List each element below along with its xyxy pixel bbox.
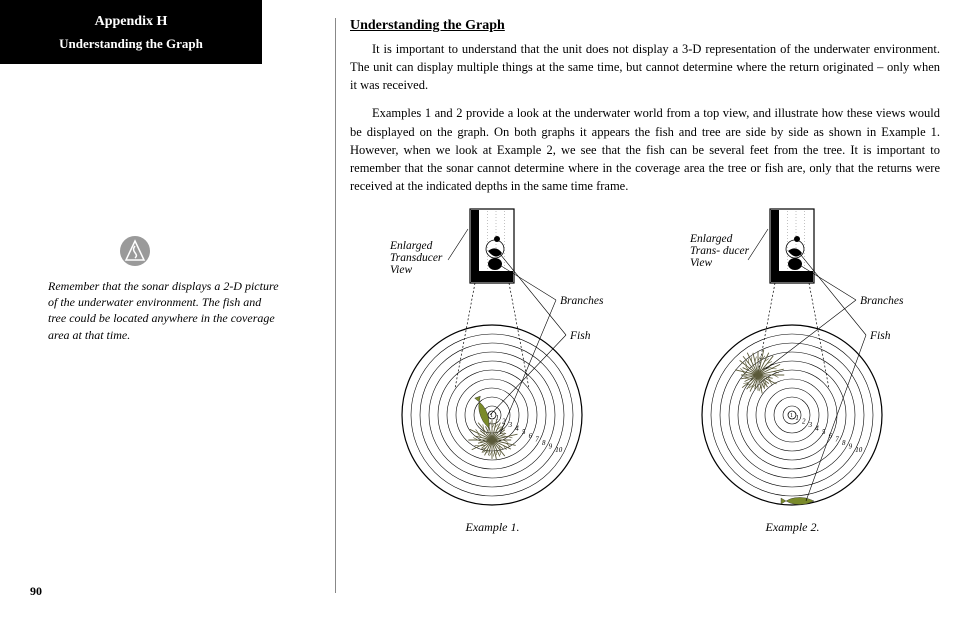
svg-text:8: 8 (542, 439, 546, 447)
appendix-header-box: Appendix H Understanding the Graph (0, 0, 262, 64)
svg-text:3: 3 (808, 421, 813, 429)
appendix-subtitle: Understanding the Graph (12, 36, 250, 52)
paragraph-1: It is important to understand that the u… (350, 40, 940, 94)
warning-icon (120, 236, 150, 266)
svg-text:1: 1 (790, 413, 793, 419)
enlarged-view-label-2: Enlarged Trans- ducer View (690, 233, 750, 269)
left-column: Appendix H Understanding the Graph Remem… (0, 0, 320, 621)
column-divider (335, 18, 336, 593)
appendix-label: Appendix H (12, 14, 250, 30)
page-number: 90 (30, 584, 42, 599)
svg-text:4: 4 (815, 425, 819, 433)
sidenote-text: Remember that the sonar displays a 2-D p… (48, 278, 280, 343)
paragraph-2: Examples 1 and 2 provide a look at the u… (350, 104, 940, 195)
section-title: Understanding the Graph (350, 18, 940, 34)
svg-text:3: 3 (508, 421, 513, 429)
svg-text:4: 4 (515, 425, 519, 433)
figures-row: 123456789101 Enlarged Transducer View Br… (350, 205, 940, 535)
right-column: Understanding the Graph It is important … (350, 18, 940, 535)
svg-text:5: 5 (822, 428, 826, 436)
example-1-caption: Example 1. (350, 520, 635, 535)
svg-text:2: 2 (802, 417, 806, 425)
figure-example-2: 123456789101 Enlarged Trans- ducer View … (650, 205, 935, 535)
svg-text:10: 10 (855, 446, 863, 454)
example-2-caption: Example 2. (650, 520, 935, 535)
page: Appendix H Understanding the Graph Remem… (0, 0, 954, 621)
svg-text:1: 1 (490, 413, 493, 419)
svg-text:8: 8 (842, 439, 846, 447)
enlarged-view-label-1: Enlarged Transducer View (390, 240, 460, 276)
figure-example-1: 123456789101 Enlarged Transducer View Br… (350, 205, 635, 535)
svg-text:9: 9 (549, 443, 553, 451)
svg-text:7: 7 (835, 435, 839, 443)
fish-label-2: Fish (870, 330, 890, 342)
svg-text:7: 7 (535, 435, 539, 443)
svg-text:6: 6 (529, 432, 533, 440)
svg-text:10: 10 (555, 446, 563, 454)
branches-label-2: Branches (860, 295, 903, 307)
svg-text:9: 9 (849, 443, 853, 451)
svg-text:5: 5 (522, 428, 526, 436)
branches-label-1: Branches (560, 295, 603, 307)
fish-label-1: Fish (570, 330, 590, 342)
